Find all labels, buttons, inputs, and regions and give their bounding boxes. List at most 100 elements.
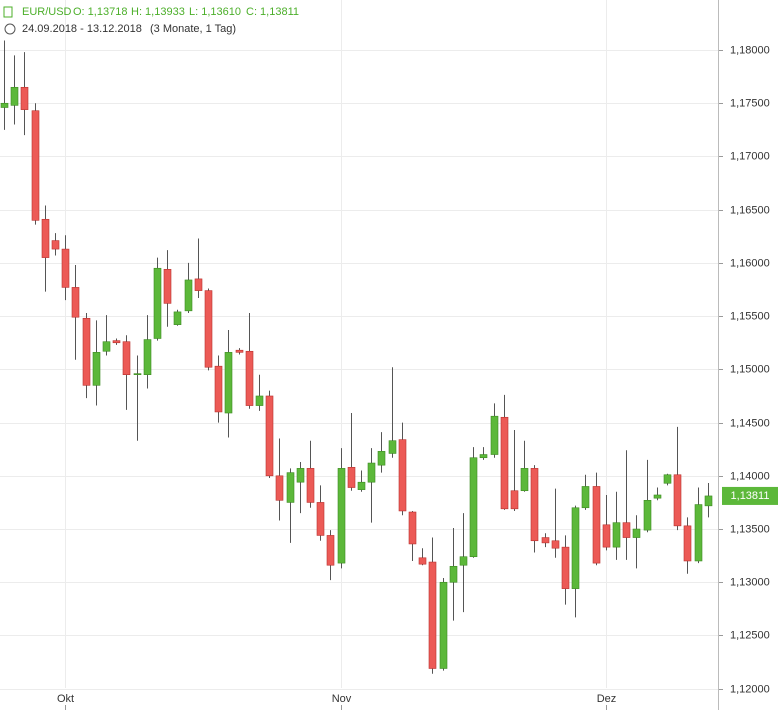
clock-icon	[4, 23, 16, 35]
candle-body	[337, 468, 346, 564]
y-tick-label: 1,13000	[730, 576, 770, 588]
candle-body	[51, 240, 60, 250]
period: (3 Monate, 1 Tag)	[150, 23, 236, 35]
candle-body	[214, 365, 223, 413]
y-tick-label: 1,14000	[730, 470, 770, 482]
candle-body	[469, 457, 478, 558]
low-label: L: 1,13610	[189, 6, 241, 18]
y-tick-label: 1,15000	[730, 363, 770, 375]
candle-body	[194, 278, 203, 291]
date-range: 24.09.2018 - 13.12.2018	[22, 23, 142, 35]
y-tick-label: 1,15500	[730, 310, 770, 322]
candle-body	[479, 454, 488, 459]
candle-body	[245, 350, 254, 406]
candle-body	[255, 395, 264, 406]
candle-body	[694, 504, 703, 562]
candle-body	[122, 341, 131, 375]
candle-body	[520, 468, 529, 492]
candle-body	[112, 340, 121, 344]
candle-body	[377, 451, 386, 466]
candle-body	[235, 349, 244, 353]
candle-body	[296, 468, 305, 483]
candle-body	[306, 468, 315, 503]
candle-body	[592, 486, 601, 564]
candle-body	[449, 565, 458, 583]
candle-body	[41, 218, 50, 258]
candle-body	[10, 86, 19, 106]
candle-body	[326, 535, 335, 566]
candle-body	[622, 522, 631, 538]
y-tick-label: 1,17500	[730, 97, 770, 109]
candle-body	[265, 395, 274, 477]
candle-body	[663, 474, 672, 484]
candle-body	[153, 267, 162, 339]
candle-body	[541, 537, 550, 544]
candle-body	[551, 540, 560, 549]
candle-body	[704, 495, 713, 507]
y-tick-label: 1,16500	[730, 204, 770, 216]
candle-body	[459, 556, 468, 566]
candle-body	[0, 102, 9, 108]
open-label: O: 1,13718	[73, 6, 127, 18]
candle-body	[683, 525, 692, 562]
candle-body	[133, 373, 142, 375]
candle-body	[102, 341, 111, 352]
last-price-box	[722, 486, 778, 505]
candle-body	[224, 352, 233, 414]
candle-body	[184, 279, 193, 312]
candle-body	[388, 440, 397, 454]
candle-body	[612, 522, 621, 548]
candle-body	[571, 507, 580, 589]
candle-body	[673, 474, 682, 527]
candle-body	[163, 269, 172, 304]
candle-body	[367, 462, 376, 483]
candle-body	[71, 287, 80, 318]
candle-body	[92, 352, 101, 386]
candle-body	[490, 415, 499, 455]
symbol: EUR/USD	[22, 6, 72, 18]
candle-body	[408, 511, 417, 545]
candle-body	[82, 317, 91, 386]
y-tick-label: 1,13500	[730, 523, 770, 535]
candle-body	[530, 468, 539, 542]
y-tick-label: 1,17000	[730, 150, 770, 162]
candle-body	[347, 467, 356, 488]
candle-body	[510, 490, 519, 510]
y-tick-label: 1,14500	[730, 417, 770, 429]
y-tick-label: 1,12500	[730, 629, 770, 641]
header: EUR/USD O: 1,13718 H: 1,13933 L: 1,13610…	[3, 6, 299, 35]
y-tick-label: 1,18000	[730, 44, 770, 56]
candle-body	[31, 110, 40, 221]
candle-body	[439, 581, 448, 669]
candle-body	[61, 248, 70, 288]
y-tick-label: 1,16000	[730, 257, 770, 269]
candle-body	[418, 557, 427, 565]
candle-body	[398, 439, 407, 512]
candles	[0, 40, 713, 674]
x-tick-label: Nov	[332, 693, 352, 705]
last-price-label: 1,13811	[731, 490, 770, 502]
candle-body	[581, 486, 590, 509]
candle-body	[602, 524, 611, 548]
candle-body	[173, 311, 182, 325]
high-label: H: 1,13933	[131, 6, 185, 18]
candle-body	[500, 416, 509, 510]
candle-body	[653, 494, 662, 499]
candle-body	[316, 502, 325, 536]
y-tick-label: 1,12000	[730, 683, 770, 695]
candle-body	[286, 472, 295, 503]
candle-body	[643, 499, 652, 531]
x-tick-label: Okt	[57, 693, 74, 705]
candle-body	[204, 290, 213, 368]
candle-body	[275, 475, 284, 501]
x-tick-label: Dez	[597, 693, 617, 705]
header-icon	[3, 6, 13, 18]
candle-body	[428, 561, 437, 669]
close-label: C: 1,13811	[246, 6, 299, 18]
candle-body	[561, 546, 570, 589]
candle-body	[20, 86, 29, 110]
candle-body	[143, 339, 152, 375]
candle-body	[632, 528, 641, 538]
